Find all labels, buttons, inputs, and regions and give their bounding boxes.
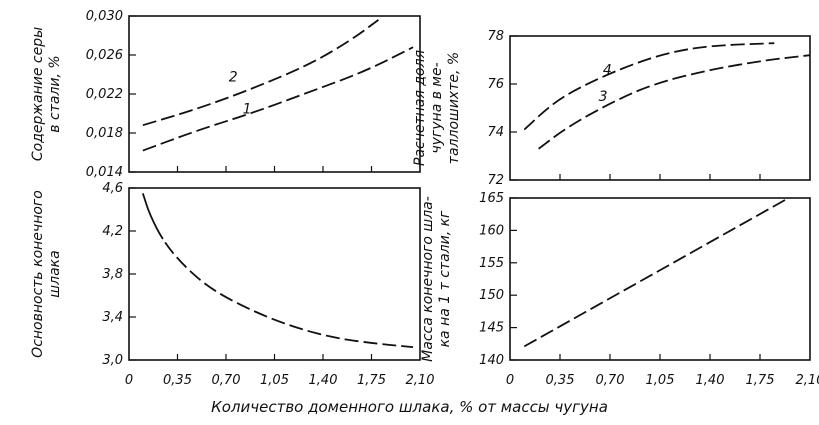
x-tick-label: 0,70 <box>212 373 241 388</box>
x-tick-label: 2,10 <box>796 373 819 388</box>
y-tick-label: 155 <box>479 256 504 271</box>
y-tick-label: 0,014 <box>86 165 123 180</box>
curve-number-label: 2 <box>229 69 238 85</box>
shared-x-axis-label: Количество доменного шлака, % от массы ч… <box>211 398 608 416</box>
x-tick-label: 0 <box>125 373 133 388</box>
x-tick-label: 0 <box>506 373 514 388</box>
y-tick-label: 76 <box>487 77 504 92</box>
curve-number-label: 1 <box>243 102 252 118</box>
x-tick-label: 1,75 <box>746 373 775 388</box>
y-tick-label: 145 <box>479 321 504 336</box>
y-tick-label: 140 <box>479 353 504 368</box>
y-tick-label: 0,026 <box>86 48 123 63</box>
y-axis-title: Расчетная долячугуна в ме-таллошихте, % <box>412 50 462 166</box>
y-tick-label: 0,022 <box>86 87 123 102</box>
y-axis-title: Содержание серыв стали, % <box>30 27 63 161</box>
x-tick-label: 2,10 <box>406 373 435 388</box>
y-tick-label: 4,2 <box>102 224 123 239</box>
y-axis-title-line: Расчетная доля <box>412 50 428 166</box>
y-axis-title-line: таллошихте, % <box>446 52 462 164</box>
x-tick-label: 1,05 <box>646 373 675 388</box>
y-axis-title-line: Содержание серы <box>30 27 46 161</box>
panel-frame-top-left <box>128 15 421 173</box>
series-line-4 <box>523 42 775 131</box>
y-tick-label: 160 <box>479 223 504 238</box>
y-tick-label: 4,6 <box>102 181 123 196</box>
x-tick-label: 0,35 <box>163 373 192 388</box>
panel-frame-top-right <box>509 35 811 181</box>
panel-frame-bottom-left <box>128 187 421 361</box>
y-tick-label: 150 <box>479 288 504 303</box>
y-tick-label: 72 <box>487 173 504 188</box>
x-tick-label: 1,40 <box>696 373 725 388</box>
x-tick-label: 0,70 <box>596 373 625 388</box>
y-tick-label: 74 <box>487 125 504 140</box>
y-tick-label: 3,4 <box>102 310 123 325</box>
y-axis-title-line: чугуна в ме- <box>429 62 445 153</box>
curve-number-label: 3 <box>599 89 608 105</box>
y-axis-title: Масса конечного шла-ка на 1 т стали, кг <box>420 196 453 362</box>
x-tick-label: 1,40 <box>309 373 338 388</box>
curve-number-label: 4 <box>603 62 612 78</box>
series-line-1 <box>142 46 414 152</box>
y-tick-label: 0,030 <box>86 9 123 24</box>
y-axis-title-line: шлака <box>47 250 63 297</box>
series-line-3 <box>538 54 811 150</box>
series-line-bottom-left <box>142 193 414 348</box>
panel-frame-bottom-right <box>509 197 811 361</box>
y-tick-label: 165 <box>479 191 504 206</box>
series-line-bottom-right <box>523 197 790 348</box>
y-axis-title: Основность конечногошлака <box>30 190 63 358</box>
y-tick-label: 3,8 <box>102 267 123 282</box>
y-axis-title-line: Основность конечного <box>30 190 46 358</box>
y-tick-label: 3,0 <box>102 353 123 368</box>
y-axis-title-line: Масса конечного шла- <box>420 196 436 362</box>
series-line-2 <box>142 19 379 127</box>
y-tick-label: 78 <box>487 29 504 44</box>
y-tick-label: 0,018 <box>86 126 123 141</box>
y-axis-title-line: в стали, % <box>47 55 63 132</box>
x-tick-label: 0,35 <box>546 373 575 388</box>
x-tick-label: 1,75 <box>357 373 386 388</box>
y-axis-title-line: ка на 1 т стали, кг <box>437 210 453 347</box>
x-tick-label: 1,05 <box>260 373 289 388</box>
